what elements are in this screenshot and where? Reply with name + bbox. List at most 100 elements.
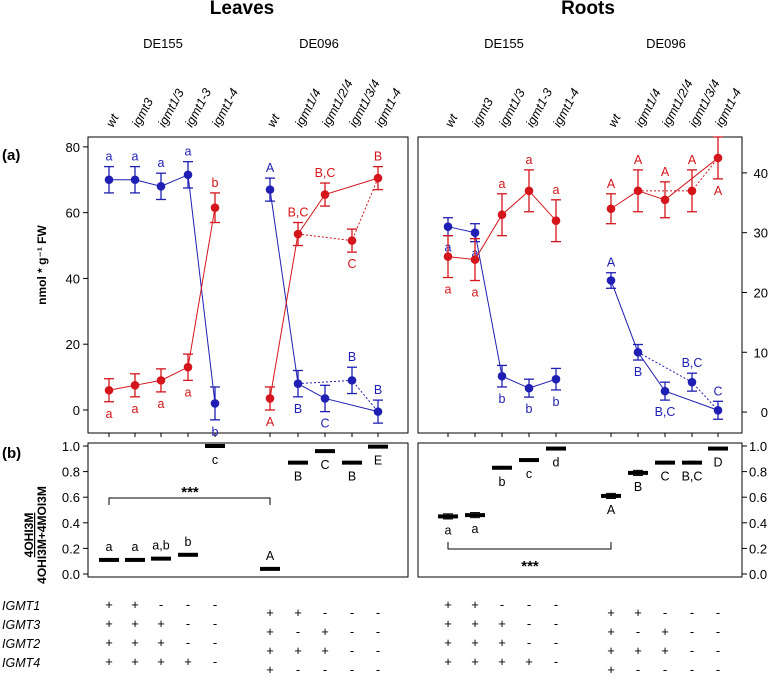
genotype-symbol: + [131,597,139,612]
series-line-dotted-blue [297,379,379,412]
genotype-symbol: + [661,643,669,658]
data-point-blue [713,405,723,415]
significance-letter: a [472,522,479,536]
accession-roots-1: DE155 [484,36,524,51]
genotype-symbol: - [296,624,300,639]
data-point-red [660,195,670,205]
y-axis-label-a: nmol * g⁻¹ FW [35,225,49,305]
genotype-symbol: - [350,643,354,658]
series-line-blue [447,226,557,389]
significance-letter: D [713,456,722,470]
data-point-red [443,252,453,261]
gene-label: IGMT1 [2,599,40,613]
genotype-symbol: + [266,643,274,658]
significance-letter: a,b [152,539,169,553]
genotype-symbol: + [444,654,452,669]
data-point-blue [183,170,193,180]
genotype-symbol: + [105,654,113,669]
genotype-label: wt [103,111,121,129]
genotype-symbol: - [663,605,667,620]
genotype-symbol: - [186,616,190,631]
genotype-symbol: - [554,654,558,669]
genotype-symbol: - [636,624,640,639]
genotype-symbol: + [157,616,165,631]
significance-letter: B [348,470,356,484]
data-point-red [606,204,616,214]
genotype-symbol: - [527,616,531,631]
significance-letter: a [132,150,139,164]
genotype-symbol: - [690,624,694,639]
data-point-red [524,186,534,196]
genotype-symbol: - [663,662,667,677]
genotype-symbol: - [213,616,217,631]
data-point-blue [470,228,480,237]
significance-letter: B [634,365,642,379]
significance-letter: a [106,407,113,421]
significance-letter: a [185,385,192,399]
title-leaves: Leaves [210,0,274,19]
genotype-symbol: - [527,597,531,612]
genotype-symbol: + [131,616,139,631]
significance-letter: b [185,535,192,549]
data-point-blue [320,394,330,403]
genotype-symbol: + [471,635,479,650]
significance-letter: a [185,145,192,159]
genotype-symbol: - [716,643,720,658]
data-point-red [104,385,114,395]
genotype-symbol: + [294,605,302,620]
data-point-blue [660,386,670,396]
y-tick-label: 30 [754,226,768,241]
genotype-symbol: + [131,654,139,669]
significance-letter: a [158,397,165,411]
significance-letter: b [553,395,560,409]
genotype-symbol: - [554,597,558,612]
data-point-red [130,381,140,390]
genotype-symbol: + [498,654,506,669]
series-line-blue [269,189,379,413]
genotype-symbol: + [471,654,479,669]
data-point-blue [156,182,166,191]
genotype-symbol: - [636,662,640,677]
genotype-symbol: - [159,597,163,612]
genotype-symbol: - [376,643,380,658]
panel-label-a: (a) [2,147,20,164]
genotype-label: igmt1-4 [209,86,241,129]
genotype-symbol: - [186,597,190,612]
significance-letter: d [553,456,560,470]
genotype-symbol: - [500,597,504,612]
significance-letter: a [472,286,479,300]
genotype-symbol: + [321,624,329,639]
significance-letter: C [320,458,329,472]
significance-letter: A [661,165,670,179]
significance-letter: C [320,417,329,431]
significance-letter: A [266,161,275,175]
genotype-symbol: - [690,605,694,620]
genotype-symbol: - [213,654,217,669]
significance-letter: a [132,402,139,416]
significance-letter: A [714,184,723,198]
significance-bracket-roots [447,542,612,550]
data-point-blue [497,371,507,381]
ratio-bar [260,566,280,571]
significance-letter: C [347,257,356,271]
data-point-red [713,153,723,163]
significance-letter: B [634,480,642,494]
gene-label: IGMT4 [2,656,40,670]
ratio-bar [708,446,728,451]
data-point-blue [687,377,697,387]
y-tick-label: 0.8 [62,465,80,480]
genotype-label: wt [605,111,623,129]
significance-letter: a [106,150,113,164]
genotype-symbol: + [634,643,642,658]
significance-letter: a [132,540,139,554]
gene-label: IGMT3 [2,618,40,632]
data-point-red [347,236,357,245]
y-tick-label: 0.4 [62,516,80,531]
significance-stars-leaves: *** [181,484,199,501]
significance-letter: a [158,156,165,170]
genotype-symbol: + [634,605,642,620]
data-point-red [633,186,643,196]
genotype-symbol: - [554,635,558,650]
genotype-symbol: - [716,662,720,677]
